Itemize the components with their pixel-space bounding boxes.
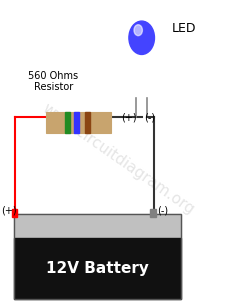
- Polygon shape: [132, 38, 151, 50]
- Bar: [74, 112, 80, 133]
- Bar: [14, 214, 181, 238]
- Bar: [14, 238, 181, 299]
- Text: (+): (+): [121, 112, 137, 122]
- Circle shape: [134, 25, 142, 36]
- Bar: [12, 209, 17, 217]
- Text: (-): (-): [144, 112, 155, 122]
- Text: 12V Battery: 12V Battery: [46, 261, 149, 276]
- Circle shape: [129, 21, 155, 54]
- Bar: [65, 112, 70, 133]
- Text: 560 Ohms
Resistor: 560 Ohms Resistor: [28, 71, 79, 92]
- Bar: [85, 112, 90, 133]
- Bar: [150, 209, 156, 217]
- Bar: [46, 112, 111, 133]
- Text: (+): (+): [1, 206, 17, 216]
- Bar: [14, 214, 181, 299]
- Text: www.circuitdiagram.org: www.circuitdiagram.org: [40, 101, 197, 217]
- Text: (-): (-): [157, 206, 169, 216]
- Text: LED: LED: [172, 22, 196, 35]
